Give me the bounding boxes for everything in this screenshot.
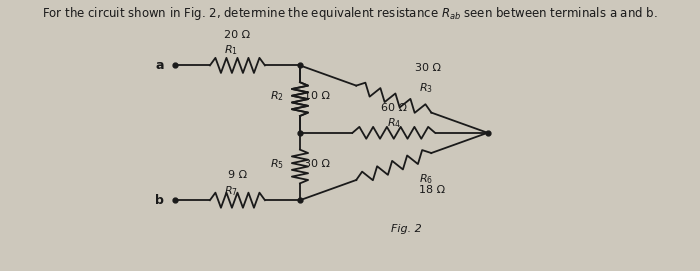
Text: $R_4$: $R_4$: [386, 116, 401, 130]
Text: 30 Ω: 30 Ω: [304, 159, 330, 169]
Text: 20 Ω: 20 Ω: [225, 30, 251, 40]
Text: a: a: [155, 59, 164, 72]
Text: 18 Ω: 18 Ω: [419, 185, 445, 195]
Text: b: b: [155, 194, 164, 207]
Text: 30 Ω: 30 Ω: [415, 63, 441, 73]
Text: 9 Ω: 9 Ω: [228, 170, 247, 180]
Text: $R_7$: $R_7$: [224, 184, 238, 198]
Text: For the circuit shown in Fig. 2, determine the equivalent resistance $R_{ab}$ se: For the circuit shown in Fig. 2, determi…: [42, 5, 658, 22]
Text: $R_2$: $R_2$: [270, 89, 284, 103]
Text: $R_5$: $R_5$: [270, 157, 284, 171]
Text: $R_3$: $R_3$: [419, 81, 433, 95]
Text: $R_1$: $R_1$: [224, 44, 238, 57]
Text: 10 Ω: 10 Ω: [304, 91, 330, 101]
Text: $R_6$: $R_6$: [419, 172, 433, 186]
Text: Fig. 2: Fig. 2: [391, 224, 421, 234]
Text: 60 Ω: 60 Ω: [381, 103, 407, 112]
